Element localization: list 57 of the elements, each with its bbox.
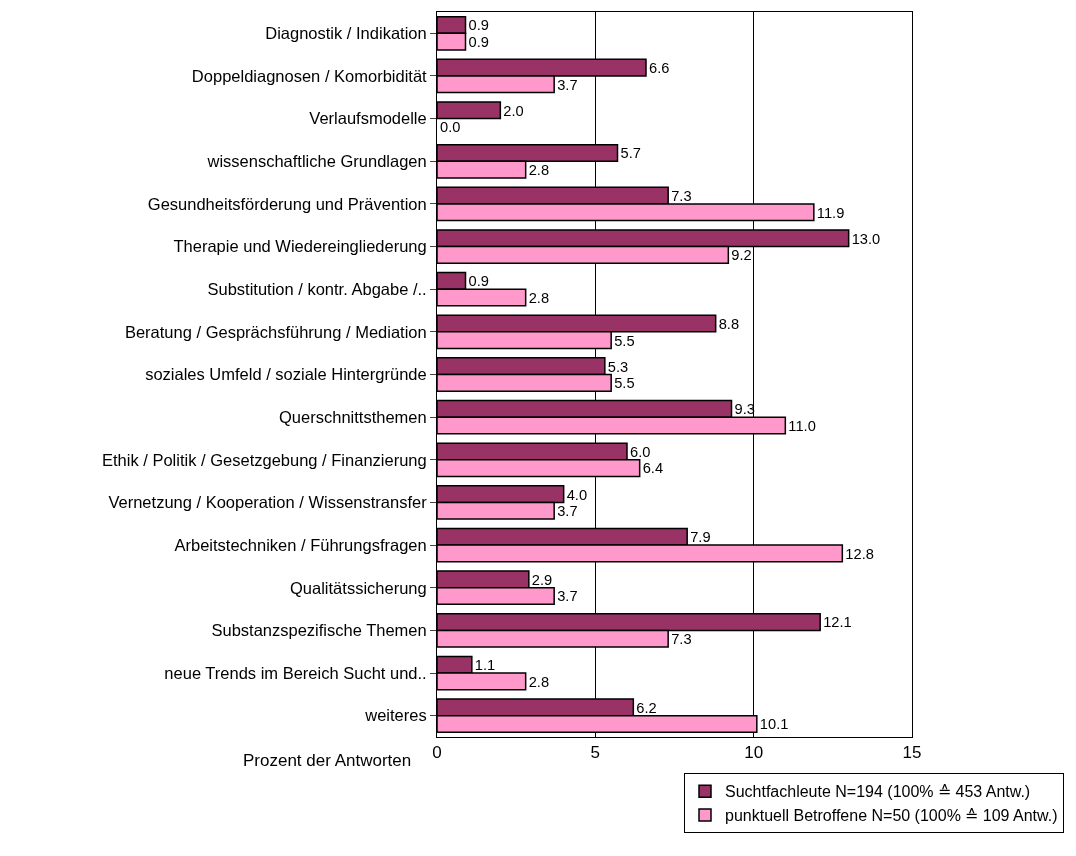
y-tick-label: Doppeldiagnosen / Komorbidität: [191, 66, 428, 85]
data-label: 6.4: [642, 460, 664, 477]
data-label: 2.8: [528, 673, 550, 690]
data-label: 0.9: [468, 17, 489, 34]
data-label: 2.8: [528, 289, 550, 306]
y-tick-label: Ethik / Politik / Gesetzgebung / Finanzierung: [102, 450, 427, 469]
data-label: 7.9: [690, 529, 711, 546]
data-label: 1.1: [474, 657, 496, 674]
data-label: 6.0: [630, 443, 651, 460]
x-tick-label: 15: [902, 743, 922, 763]
legend-label: punktuell Betroffene N=50 (100% ≙ 109 Antw.): [725, 807, 1058, 825]
data-label: 0.9: [468, 34, 489, 51]
data-label: 13.0: [851, 230, 881, 247]
data-label: 5.5: [614, 375, 635, 392]
data-label: 3.7: [557, 503, 578, 520]
data-label: 6.6: [649, 60, 670, 77]
data-label: 7.3: [671, 631, 692, 648]
x-tick-label: 10: [744, 743, 764, 763]
legend-label: Suchtfachleute N=194 (100% ≙ 453 Antw.): [725, 783, 1031, 801]
y-tick-label: Diagnostik / Indikation: [265, 24, 427, 43]
data-label: 0.0: [440, 119, 461, 136]
y-tick-label: Substitution / kontr. Abgabe /..: [207, 279, 427, 298]
y-tick-label: weiteres: [364, 706, 427, 725]
x-axis-title: Prozent der Antworten: [243, 751, 412, 770]
y-tick-label: neue Trends im Bereich Sucht und..: [164, 663, 427, 682]
data-label: 12.1: [823, 614, 852, 631]
data-label: 8.8: [718, 315, 740, 332]
y-tick-label: Therapie und Wiedereingliederung: [173, 237, 427, 256]
data-label: 2.8: [528, 161, 550, 178]
data-label: 3.7: [557, 76, 578, 93]
data-label: 10.1: [759, 716, 789, 733]
y-tick-label: soziales Umfeld / soziale Hintergründe: [145, 365, 427, 384]
data-label: 4.0: [566, 486, 588, 503]
data-label: 3.7: [557, 588, 578, 605]
y-tick-label: Gesundheitsförderung und Prävention: [147, 194, 427, 213]
data-label: 2.0: [503, 102, 524, 119]
data-label: 5.3: [607, 358, 629, 375]
y-tick-label: Beratung / Gesprächsführung / Mediation: [124, 322, 427, 341]
y-tick-label: Qualitätssicherung: [290, 578, 427, 597]
y-tick-label: Querschnittsthemen: [279, 407, 427, 426]
y-tick-label: Vernetzung / Kooperation / Wissenstransfer: [108, 493, 428, 512]
y-tick-label: Substanzspezifische Themen: [211, 621, 427, 640]
data-label: 0.9: [468, 273, 489, 290]
data-label: 12.8: [845, 545, 874, 562]
data-label: 11.9: [816, 204, 845, 221]
data-label: 5.7: [620, 145, 641, 162]
data-label: 11.0: [788, 417, 816, 434]
data-label: 7.3: [671, 187, 692, 204]
data-label: 9.2: [731, 247, 752, 264]
y-tick-label: wissenschaftliche Grundlagen: [206, 152, 427, 171]
x-tick-label: 5: [590, 743, 601, 763]
x-tick-label: 0: [432, 743, 442, 763]
data-label: 6.2: [636, 699, 657, 716]
y-tick-label: Arbeitstechniken / Führungsfragen: [174, 535, 427, 554]
data-label: 2.9: [531, 571, 553, 588]
y-tick-label: Verlaufsmodelle: [309, 109, 427, 128]
data-label: 5.5: [614, 332, 635, 349]
